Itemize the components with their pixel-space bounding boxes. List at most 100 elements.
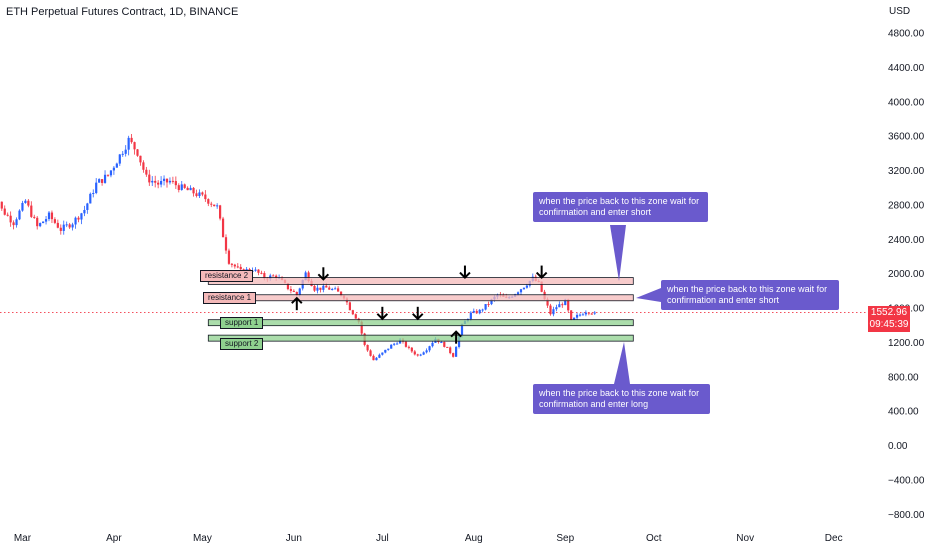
candle-body (83, 209, 86, 214)
candle-body (15, 219, 18, 226)
x-tick-label: Sep (556, 533, 574, 544)
support-1-label[interactable]: support 1 (220, 317, 264, 329)
time-axis[interactable]: Mar Apr May Jun Jul Aug Sep Oct Nov Dec (14, 533, 843, 544)
candle-body (233, 264, 236, 267)
candle-body (160, 180, 163, 185)
arrow-up-4 (450, 330, 462, 344)
arrow-down-6 (535, 265, 548, 279)
candle-body (9, 215, 12, 223)
resistance-1-label[interactable]: resistance 1 (203, 292, 257, 304)
x-tick-label: Apr (106, 533, 122, 544)
candle-body (398, 339, 402, 344)
candle-body (540, 281, 543, 292)
arrow-head (535, 271, 548, 279)
candle-body (92, 192, 95, 194)
candle-body (50, 212, 54, 220)
candle-body (369, 350, 372, 356)
candle-body (71, 224, 74, 228)
candle-body (298, 288, 301, 295)
candle-body (292, 290, 295, 292)
candle-body (130, 137, 133, 143)
candle-body (549, 305, 552, 315)
candle-body (148, 174, 151, 183)
candle-body (115, 163, 118, 168)
zone-box-1 (207, 294, 634, 302)
candle-body (101, 179, 104, 183)
candle-body (275, 275, 278, 278)
arrow-head (376, 313, 389, 321)
candle-body (460, 324, 464, 336)
arrow-head (412, 313, 424, 321)
x-tick-label: Mar (14, 533, 32, 544)
candle-body (118, 154, 121, 164)
candle-body (213, 204, 216, 207)
candle-body (516, 292, 520, 295)
candle-body (490, 299, 493, 305)
callout-resistance-2[interactable]: when the price back to this zone wait fo… (533, 192, 708, 222)
candle-body (478, 309, 481, 314)
y-tick-label: 800.00 (888, 372, 919, 383)
candle-body (171, 180, 174, 182)
candle-body (469, 312, 472, 320)
arrow-up-0 (291, 296, 303, 311)
candle-body (319, 287, 322, 290)
candle-body (157, 182, 160, 185)
candle-body (189, 187, 192, 191)
candle-body (80, 213, 83, 220)
candle-body (103, 174, 107, 183)
candle-body (127, 137, 130, 150)
candle-body (316, 287, 319, 291)
y-tick-label: 400.00 (888, 407, 919, 418)
candle-body (109, 170, 113, 176)
candle-body (68, 224, 71, 228)
price-axis[interactable]: 4800.00 4400.00 4000.00 3600.00 3200.00 2800.… (888, 29, 925, 521)
callout-support-2[interactable]: when the price back to this zone wait fo… (533, 384, 710, 414)
candle-body (584, 312, 587, 315)
candle-body (449, 347, 452, 354)
candle-body (446, 346, 449, 348)
candle-body (313, 285, 316, 291)
y-tick-label: 4000.00 (888, 97, 925, 108)
x-tick-label: Jul (376, 533, 389, 544)
y-tick-label: 3200.00 (888, 166, 925, 177)
candle-body (334, 288, 337, 290)
candle-body (431, 342, 434, 347)
candle-body (428, 346, 431, 351)
candle-body (593, 312, 596, 314)
x-tick-label: May (193, 533, 212, 544)
resistance-2-label[interactable]: resistance 2 (200, 270, 254, 282)
candle-body (42, 221, 45, 224)
candle-body (165, 178, 169, 183)
arrow-down-1 (317, 267, 330, 281)
candle-body (151, 180, 154, 183)
callout-pointer-resistance-1 (636, 288, 661, 302)
candle-body (89, 193, 92, 204)
candle-body (410, 347, 413, 352)
candle-body (525, 285, 528, 288)
candle-body (106, 174, 110, 176)
candle-body (139, 155, 142, 163)
candle-body (136, 149, 139, 156)
callout-resistance-1[interactable]: when the price back to this zone wait fo… (661, 280, 839, 310)
y-tick-label: 3600.00 (888, 132, 925, 143)
candle-body (452, 353, 455, 357)
candle-body (77, 217, 80, 220)
candle-body (56, 222, 59, 228)
support-2-label[interactable]: support 2 (220, 338, 264, 350)
candle-body (425, 350, 428, 353)
candle-body (295, 291, 298, 295)
candle-body (142, 162, 145, 170)
candle-body (21, 202, 24, 211)
candle-body (522, 287, 526, 290)
arrow-down-2 (376, 306, 389, 321)
candle-body (475, 310, 478, 314)
candle-body (6, 214, 9, 216)
candle-body (587, 312, 590, 314)
candle-body (230, 263, 233, 265)
candle-body (337, 288, 340, 292)
candle-body (567, 299, 570, 311)
candle-body (221, 218, 225, 238)
candle-body (174, 181, 177, 186)
candle-body (381, 352, 384, 355)
